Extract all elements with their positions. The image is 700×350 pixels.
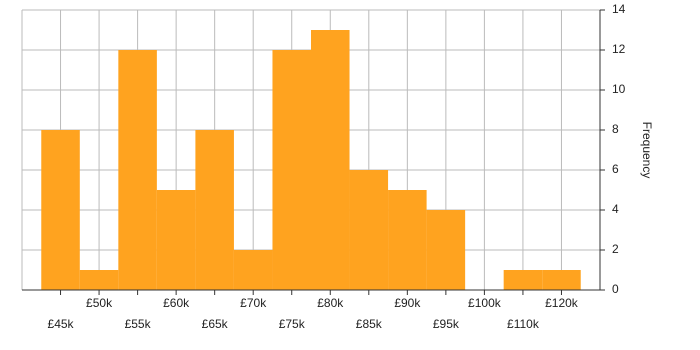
y-tick-label: 10 — [612, 82, 626, 96]
bar — [79, 270, 119, 290]
y-tick-label: 6 — [612, 162, 619, 176]
bar — [349, 170, 389, 290]
bar — [426, 210, 466, 290]
y-tick-label: 2 — [612, 242, 619, 256]
bar — [311, 30, 350, 290]
bar — [542, 270, 581, 290]
x-tick-label: £70k — [240, 296, 267, 310]
x-tick-label: £50k — [86, 296, 113, 310]
x-tick-label: £80k — [317, 296, 344, 310]
x-tick-label: £110k — [507, 317, 540, 331]
x-tick-label: £60k — [163, 296, 190, 310]
x-tick-label: £100k — [468, 296, 502, 310]
x-tick-label: £65k — [202, 317, 229, 331]
y-tick-label: 12 — [612, 42, 626, 56]
y-axis-label: Frequency — [640, 122, 654, 179]
x-tick-label: £45k — [48, 317, 75, 331]
y-tick-label: 14 — [612, 2, 626, 16]
x-tick-label: £120k — [545, 296, 579, 310]
x-tick-label: £85k — [356, 317, 383, 331]
bar — [388, 190, 427, 290]
x-tick-label: £55k — [125, 317, 152, 331]
x-tick-label: £95k — [433, 317, 460, 331]
bar — [118, 50, 157, 290]
bar — [195, 130, 234, 290]
y-tick-label: 0 — [612, 282, 619, 296]
y-tick-label: 4 — [612, 202, 619, 216]
bar — [41, 130, 80, 290]
bar — [272, 50, 311, 290]
bar — [233, 250, 273, 290]
x-tick-label: £75k — [279, 317, 306, 331]
x-tick-label: £90k — [394, 296, 421, 310]
y-tick-label: 8 — [612, 122, 619, 136]
bar — [503, 270, 543, 290]
bar — [156, 190, 196, 290]
